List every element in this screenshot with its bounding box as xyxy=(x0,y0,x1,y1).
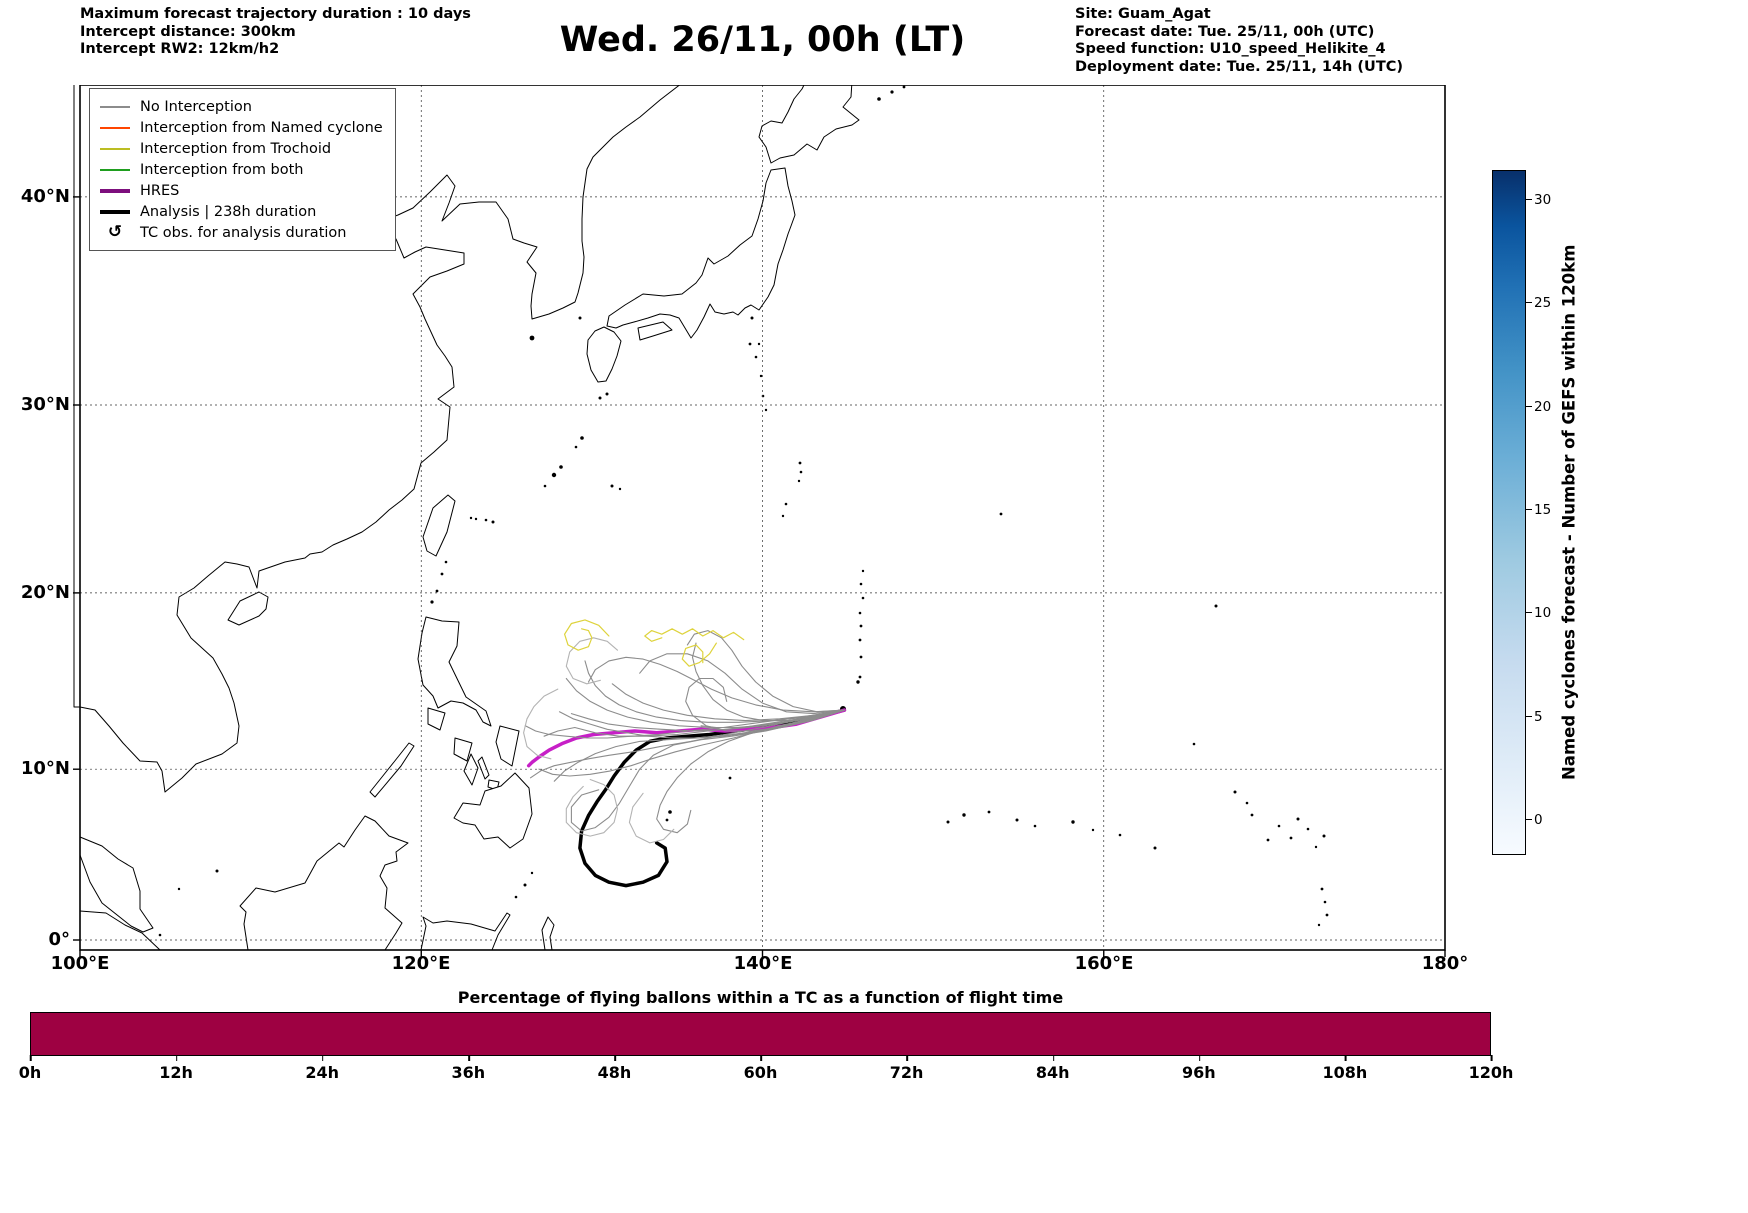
colorbar-tick-20: 20 xyxy=(1525,399,1552,415)
olive-line-swatch xyxy=(100,147,130,150)
black-line-swatch xyxy=(100,209,130,214)
colorbar-tick-15: 15 xyxy=(1525,502,1552,518)
colorbar-tick-25: 25 xyxy=(1525,295,1552,311)
x-tick-180: 180° xyxy=(1421,953,1469,974)
flight-time-axis: 0h 12h 24h 36h 48h 60h 72h 84h 96h 108h … xyxy=(19,1055,1513,1085)
legend-item-hres: HRES xyxy=(100,180,383,201)
green-line-swatch xyxy=(100,168,130,171)
time-tick: 108h xyxy=(1322,1055,1368,1082)
legend-label: Interception from Trochoid xyxy=(140,140,332,157)
y-tick-0: 0° xyxy=(48,929,70,950)
coastlines xyxy=(73,85,860,951)
colorbar-tick-5: 5 xyxy=(1526,709,1543,725)
colorbar-tick-10: 10 xyxy=(1525,605,1552,621)
time-tick: 48h xyxy=(597,1055,632,1082)
max-duration-text: Maximum forecast trajectory duration : 1… xyxy=(80,6,471,22)
time-tick: 120h xyxy=(1468,1055,1514,1082)
axis-ticks xyxy=(73,196,1446,957)
orange-line-swatch xyxy=(100,126,130,129)
header-left-block: Maximum forecast trajectory duration : 1… xyxy=(80,6,471,59)
legend-item-trochoid: Interception from Trochoid xyxy=(100,138,383,159)
colorbar-tick-30: 30 xyxy=(1525,192,1552,208)
time-tick: 12h xyxy=(159,1055,193,1082)
trajectory-map xyxy=(73,85,1446,957)
intercept-distance-text: Intercept distance: 300km xyxy=(80,23,296,40)
site-text: Site: Guam_Agat xyxy=(1075,6,1211,22)
legend-item-no-interception: No Interception xyxy=(100,96,383,117)
deployment-date-text: Deployment date: Tue. 25/11, 14h (UTC) xyxy=(1075,58,1403,75)
trajectory-lines xyxy=(523,619,847,888)
flight-time-title: Percentage of flying ballons within a TC… xyxy=(457,988,1064,1007)
legend-item-both: Interception from both xyxy=(100,159,383,180)
legend-label: Interception from Named cyclone xyxy=(140,119,383,136)
legend-item-analysis: Analysis | 238h duration xyxy=(100,201,383,222)
colorbar-tick-0: 0 xyxy=(1526,812,1543,828)
flight-time-bar xyxy=(30,1012,1491,1056)
y-tick-20n: 20°N xyxy=(20,582,70,603)
cyclone-symbol-icon: ↺ xyxy=(107,222,123,242)
legend-label: TC obs. for analysis duration xyxy=(140,224,347,241)
x-tick-100e: 100°E xyxy=(50,953,110,974)
purple-line-swatch xyxy=(100,188,130,193)
x-tick-140e: 140°E xyxy=(733,953,793,974)
map-legend: No Interception Interception from Named … xyxy=(89,88,396,251)
time-tick: 72h xyxy=(889,1055,924,1082)
gray-line-swatch xyxy=(100,105,130,108)
legend-label: No Interception xyxy=(140,98,252,115)
legend-label: Analysis | 238h duration xyxy=(140,203,317,220)
y-tick-10n: 10°N xyxy=(20,758,70,779)
time-tick: 24h xyxy=(305,1055,340,1082)
legend-item-named-cyclone: Interception from Named cyclone xyxy=(100,117,383,138)
forecast-date-text: Forecast date: Tue. 25/11, 00h (UTC) xyxy=(1075,23,1375,40)
map-border xyxy=(79,85,1446,951)
x-tick-120e: 120°E xyxy=(391,953,451,974)
time-tick: 0h xyxy=(18,1055,42,1082)
y-tick-30n: 30°N xyxy=(20,394,70,415)
small-islands xyxy=(158,85,1329,937)
legend-item-tc-obs: ↺ TC obs. for analysis duration xyxy=(100,222,383,243)
legend-label: Interception from both xyxy=(140,161,304,178)
grid-lines xyxy=(80,85,1445,950)
time-tick: 84h xyxy=(1035,1055,1070,1082)
time-tick: 60h xyxy=(743,1055,778,1082)
legend-label: HRES xyxy=(140,182,180,199)
page-title: Wed. 26/11, 00h (LT) xyxy=(559,20,966,60)
colorbar-label: Named cyclones forecast - Number of GEFS… xyxy=(1559,244,1579,781)
gefs-colorbar xyxy=(1492,170,1526,855)
y-tick-40n: 40°N xyxy=(20,186,70,207)
speed-function-text: Speed function: U10_speed_Helikite_4 xyxy=(1075,41,1386,57)
time-tick: 96h xyxy=(1181,1055,1216,1082)
header-right-block: Site: Guam_Agat Forecast date: Tue. 25/1… xyxy=(1075,6,1403,76)
x-tick-160e: 160°E xyxy=(1074,953,1134,974)
time-tick: 36h xyxy=(451,1055,486,1082)
intercept-rw2-text: Intercept RW2: 12km/h2 xyxy=(80,41,280,57)
